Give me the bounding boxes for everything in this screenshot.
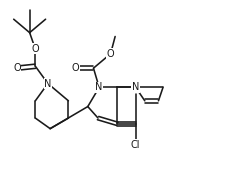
Text: O: O [71, 63, 79, 73]
Text: N: N [44, 79, 51, 89]
Text: Cl: Cl [130, 140, 140, 150]
Text: O: O [13, 63, 21, 73]
Text: N: N [131, 82, 139, 92]
Text: O: O [106, 49, 114, 59]
Text: O: O [31, 44, 39, 54]
Text: N: N [95, 82, 102, 92]
